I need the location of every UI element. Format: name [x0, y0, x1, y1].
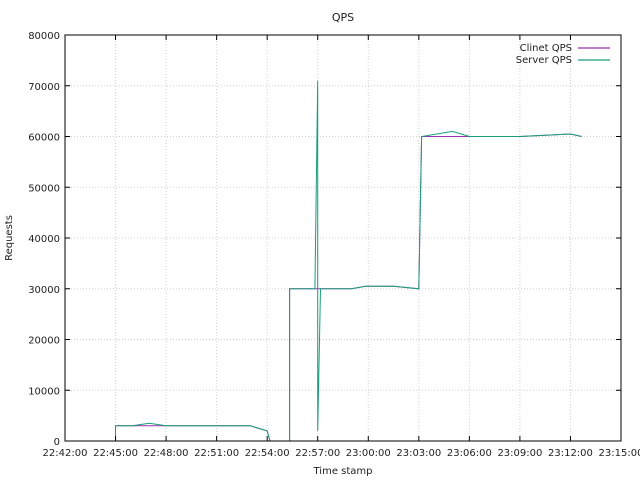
series-line-client — [115, 133, 582, 442]
x-tick-label: 23:06:00 — [447, 448, 492, 459]
plot-frame — [64, 34, 622, 442]
y-axis-title: Requests — [4, 215, 15, 261]
y-tick-label: 20000 — [28, 336, 60, 347]
grid — [65, 35, 621, 441]
x-tick-label: 22:51:00 — [194, 448, 239, 459]
y-tick-label: 80000 — [28, 31, 60, 42]
y-tick-label: 50000 — [28, 183, 60, 194]
legend-label: Clinet QPS — [520, 43, 572, 54]
y-tick-label: 0 — [54, 437, 60, 448]
x-tick-label: 23:03:00 — [396, 448, 441, 459]
y-tick-label: 60000 — [28, 133, 60, 144]
x-tick-label: 22:42:00 — [43, 448, 88, 459]
x-tick-label: 22:45:00 — [93, 448, 138, 459]
y-tick-label: 70000 — [28, 82, 60, 93]
series-line-server — [115, 80, 582, 442]
x-tick-label: 22:54:00 — [245, 448, 290, 459]
x-tick-label: 23:00:00 — [346, 448, 391, 459]
y-tick-label: 30000 — [28, 285, 60, 296]
x-tick-label: 23:12:00 — [548, 448, 593, 459]
chart-title: QPS — [332, 11, 354, 24]
x-tick-label: 22:48:00 — [144, 448, 189, 459]
x-tick-label: 23:15:00 — [599, 448, 640, 459]
x-tick-label: 22:57:00 — [295, 448, 340, 459]
legend-label: Server QPS — [516, 55, 572, 66]
y-tick-label: 10000 — [28, 386, 60, 397]
series-layer — [115, 80, 582, 442]
y-tick-label: 40000 — [28, 234, 60, 245]
x-tick-label: 23:09:00 — [497, 448, 542, 459]
x-axis-title: Time stamp — [313, 466, 373, 477]
axis-ticks: 22:42:00 22:45:00 22:48:00 22:51:00 22:54:00… — [28, 31, 640, 459]
